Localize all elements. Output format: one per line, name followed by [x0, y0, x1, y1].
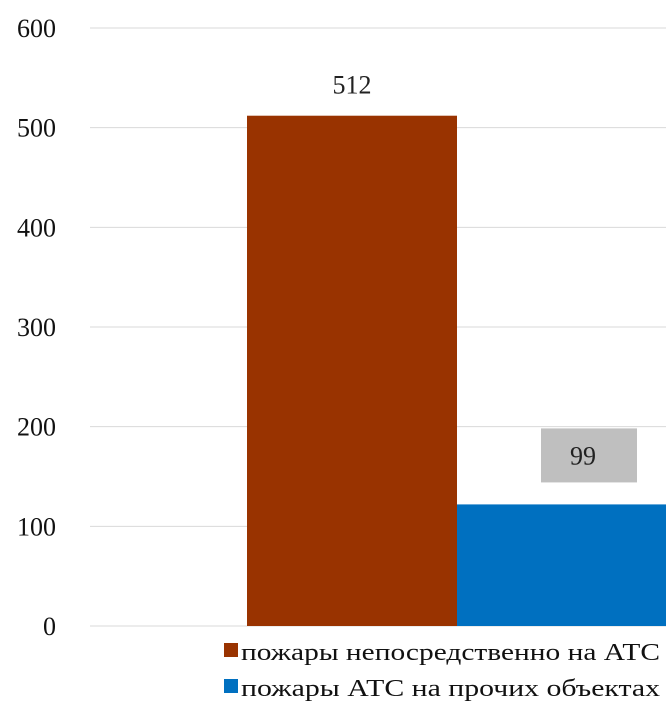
y-tick-label-300: 300	[17, 313, 56, 342]
y-axis: 0 100 200 300 400 500 600	[17, 14, 56, 641]
y-tick-label-100: 100	[17, 512, 56, 541]
legend-swatch-1	[224, 643, 238, 657]
legend-label-1: пожары непосредственно на АТС	[241, 640, 660, 666]
data-label-box-2	[541, 428, 637, 483]
bars	[247, 115, 666, 626]
data-labels: 512 99	[333, 71, 637, 483]
data-label-2: 99	[570, 441, 596, 470]
data-label-1: 512	[333, 71, 372, 100]
y-tick-label-400: 400	[17, 213, 56, 242]
bar-1	[247, 115, 457, 626]
y-tick-label-0: 0	[43, 612, 56, 641]
bar-2	[457, 504, 666, 626]
y-tick-label-200: 200	[17, 413, 56, 442]
y-tick-label-600: 600	[17, 14, 56, 43]
legend: пожары непосредственно на АТС пожары АТС …	[224, 640, 660, 702]
y-tick-label-500: 500	[17, 114, 56, 143]
legend-label-2: пожары АТС на прочих объектах	[241, 676, 660, 702]
legend-swatch-2	[224, 679, 238, 693]
